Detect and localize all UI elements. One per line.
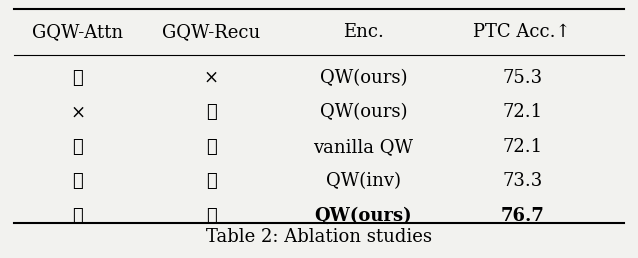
Text: 76.7: 76.7 xyxy=(500,207,544,225)
Text: ✓: ✓ xyxy=(72,69,83,87)
Text: QW(ours): QW(ours) xyxy=(320,103,407,122)
Text: ✓: ✓ xyxy=(205,207,216,225)
Text: PTC Acc.↑: PTC Acc.↑ xyxy=(473,23,571,41)
Text: ✓: ✓ xyxy=(72,172,83,190)
Text: 72.1: 72.1 xyxy=(502,103,542,122)
Text: ✓: ✓ xyxy=(205,103,216,122)
Text: ×: × xyxy=(204,69,219,87)
Text: ✓: ✓ xyxy=(205,172,216,190)
Text: ✓: ✓ xyxy=(72,207,83,225)
Text: GQW-Recu: GQW-Recu xyxy=(162,23,260,41)
Text: 73.3: 73.3 xyxy=(502,172,542,190)
Text: ×: × xyxy=(70,103,85,122)
Text: ✓: ✓ xyxy=(205,138,216,156)
Text: GQW-Attn: GQW-Attn xyxy=(32,23,123,41)
Text: QW(ours): QW(ours) xyxy=(320,69,407,87)
Text: Table 2: Ablation studies: Table 2: Ablation studies xyxy=(206,228,432,246)
Text: vanilla QW: vanilla QW xyxy=(313,138,413,156)
Text: QW(inv): QW(inv) xyxy=(326,172,401,190)
Text: ✓: ✓ xyxy=(72,138,83,156)
Text: 75.3: 75.3 xyxy=(502,69,542,87)
Text: 72.1: 72.1 xyxy=(502,138,542,156)
Text: Enc.: Enc. xyxy=(343,23,384,41)
Text: QW(ours): QW(ours) xyxy=(315,207,412,225)
